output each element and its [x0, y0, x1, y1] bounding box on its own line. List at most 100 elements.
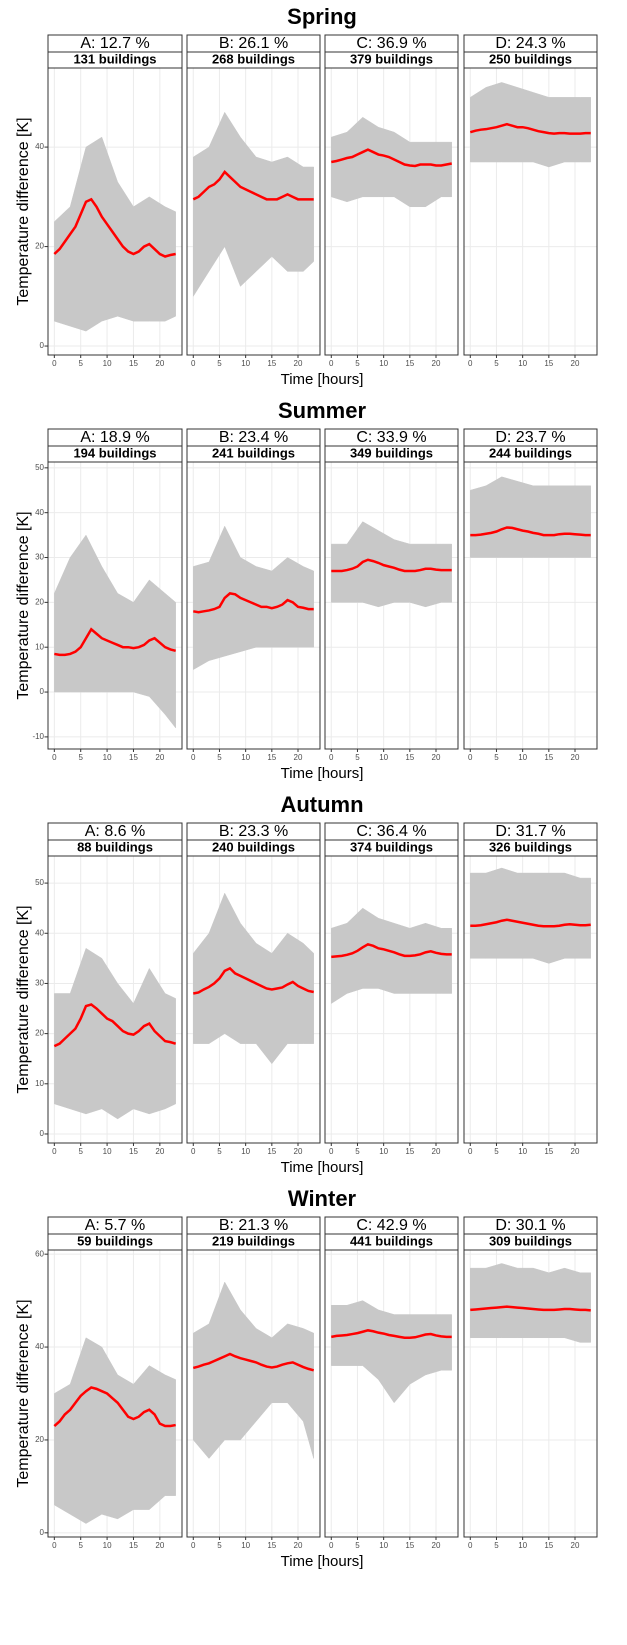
panel-border: [47, 1249, 183, 1538]
panel-border: [463, 855, 598, 1144]
x-tick-label: 15: [405, 359, 414, 368]
x-tick-label: 0: [468, 753, 473, 762]
x-tick-label: 10: [379, 1147, 388, 1156]
x-tick-label: 5: [78, 359, 83, 368]
mean-line: [193, 966, 314, 995]
x-tick-label: 20: [432, 1147, 441, 1156]
mean-line: [53, 1386, 176, 1428]
strip-count: 250 buildings: [489, 51, 572, 66]
x-tick-label: 0: [329, 753, 334, 762]
y-tick-label: 30: [35, 553, 44, 562]
building-band: [470, 867, 591, 964]
strip-label: D: 30.1 %: [495, 1217, 565, 1234]
x-tick-label: 5: [78, 1147, 83, 1156]
y-axis-title: Temperature difference [K]: [15, 1299, 32, 1487]
mean-line: [192, 170, 314, 201]
x-tick-label: 0: [52, 753, 57, 762]
season-title: Autumn: [280, 792, 363, 817]
x-tick-label: 20: [432, 753, 441, 762]
strip-label: B: 23.3 %: [219, 823, 288, 840]
x-tick-label: 15: [267, 1541, 276, 1550]
y-tick-label: 50: [35, 463, 44, 472]
strip-count: 379 buildings: [350, 51, 433, 66]
x-tick-label: 5: [494, 753, 499, 762]
building-band: [331, 116, 452, 208]
strip-count: 244 buildings: [489, 445, 572, 460]
x-tick-label: 5: [494, 1147, 499, 1156]
x-tick-label: 20: [294, 753, 303, 762]
panel-bg: [325, 462, 458, 749]
x-tick-label: 20: [571, 1147, 580, 1156]
x-tick-label: 15: [405, 753, 414, 762]
building-band: [470, 476, 591, 558]
x-tick-label: 0: [191, 359, 196, 368]
x-tick-label: 5: [217, 359, 222, 368]
x-tick-label: 15: [129, 359, 138, 368]
x-tick-label: 15: [544, 753, 553, 762]
season-title: Spring: [287, 4, 357, 29]
x-tick-label: 20: [571, 1541, 580, 1550]
panel-border: [463, 67, 598, 356]
panel-border: [186, 461, 321, 750]
x-tick-label: 5: [78, 753, 83, 762]
x-tick-label: 10: [518, 753, 527, 762]
building-band: [193, 525, 314, 671]
y-tick-label: 40: [35, 928, 44, 937]
y-tick-label: 60: [35, 1249, 44, 1258]
x-tick-label: 10: [103, 1541, 112, 1550]
strip-label: B: 21.3 %: [219, 1217, 288, 1234]
y-tick-label: 40: [35, 142, 44, 151]
panel-border: [463, 1249, 598, 1538]
x-tick-label: 5: [217, 1541, 222, 1550]
x-tick-label: 15: [405, 1541, 414, 1550]
strip-label: B: 26.1 %: [219, 35, 288, 52]
x-tick-label: 15: [267, 1147, 276, 1156]
strip-label: A: 8.6 %: [85, 823, 145, 840]
strip-label: B: 23.4 %: [219, 429, 288, 446]
x-tick-label: 15: [129, 1541, 138, 1550]
mean-line: [331, 942, 452, 959]
x-tick-label: 20: [432, 359, 441, 368]
x-tick-label: 10: [241, 1147, 250, 1156]
strip-count: 59 buildings: [77, 1233, 153, 1248]
mean-line: [469, 122, 591, 135]
x-tick-label: 20: [155, 1541, 164, 1550]
strip-label: D: 23.7 %: [495, 429, 565, 446]
x-tick-label: 5: [355, 1541, 360, 1550]
x-tick-label: 0: [329, 1541, 334, 1550]
x-tick-label: 20: [432, 1541, 441, 1550]
building-band: [54, 534, 176, 729]
x-tick-label: 15: [405, 1147, 414, 1156]
y-tick-label: 40: [35, 508, 44, 517]
x-tick-label: 20: [571, 753, 580, 762]
building-band: [331, 1300, 452, 1404]
season-title: Summer: [278, 398, 366, 423]
x-tick-label: 5: [217, 1147, 222, 1156]
panel-border: [186, 1249, 321, 1538]
x-tick-label: 20: [155, 359, 164, 368]
x-tick-label: 10: [103, 753, 112, 762]
x-tick-label: 15: [267, 753, 276, 762]
x-tick-label: 20: [155, 753, 164, 762]
strip-count: 219 buildings: [212, 1233, 295, 1248]
x-axis-title: Time [hours]: [281, 371, 364, 388]
panel-border: [324, 855, 459, 1144]
x-tick-label: 15: [544, 359, 553, 368]
y-tick-label: 50: [35, 878, 44, 887]
y-tick-label: 0: [40, 1528, 45, 1537]
x-tick-label: 10: [518, 1147, 527, 1156]
panel-border: [47, 855, 183, 1144]
panel-border: [324, 67, 459, 356]
x-tick-label: 15: [267, 359, 276, 368]
strip-label: A: 5.7 %: [85, 1217, 145, 1234]
x-tick-label: 15: [129, 1147, 138, 1156]
y-tick-label: 40: [35, 1342, 44, 1351]
x-tick-label: 5: [355, 753, 360, 762]
x-tick-label: 5: [355, 1147, 360, 1156]
x-tick-label: 10: [103, 1147, 112, 1156]
strip-count: 88 buildings: [77, 839, 153, 854]
mean-line: [54, 627, 176, 657]
x-tick-label: 20: [294, 359, 303, 368]
strip-count: 326 buildings: [489, 839, 572, 854]
x-tick-label: 0: [52, 1541, 57, 1550]
